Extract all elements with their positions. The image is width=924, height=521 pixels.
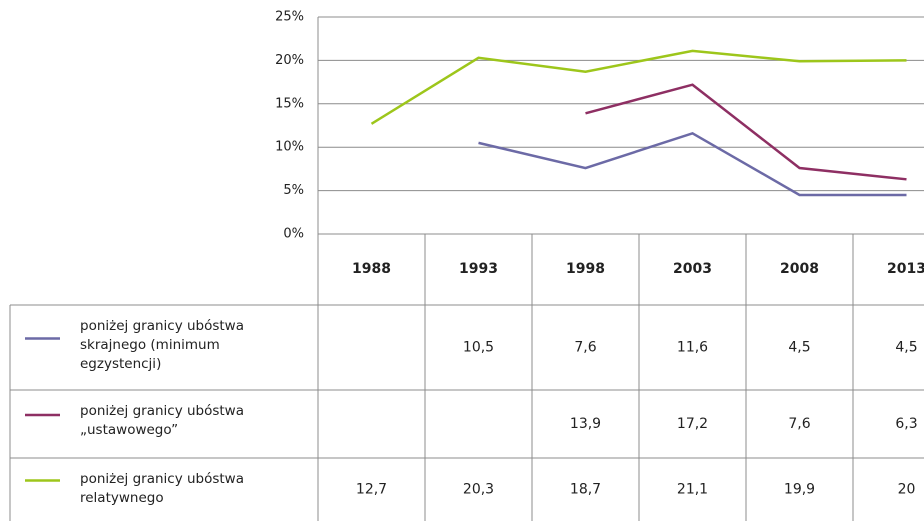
value-label: 7,6 — [574, 340, 596, 356]
value-label: 12,7 — [356, 482, 387, 498]
x-tick-label: 1988 — [352, 261, 391, 277]
value-label: 4,5 — [788, 340, 810, 356]
x-tick-label: 2013 — [887, 261, 924, 277]
value-label: 20,3 — [463, 482, 494, 498]
series-line — [585, 83, 907, 181]
value-label: 21,1 — [677, 482, 708, 498]
value-label: 4,5 — [895, 340, 917, 356]
value-label: 7,6 — [788, 416, 810, 432]
series-line — [370, 49, 907, 125]
series-line — [478, 131, 907, 197]
y-tick-label: 0% — [283, 227, 304, 242]
legend-label: poniżej granicy ubóstwa skrajnego (minim… — [80, 318, 244, 372]
y-tick-label: 10% — [275, 140, 304, 155]
legend-label: poniżej granicy ubóstwa relatywnego — [80, 471, 244, 506]
value-label: 11,6 — [677, 340, 708, 356]
x-tick-label: 2008 — [780, 261, 819, 277]
y-tick-label: 15% — [275, 96, 304, 111]
value-label: 19,9 — [784, 482, 815, 498]
value-label: 13,9 — [570, 416, 601, 432]
x-tick-label: 1998 — [566, 261, 605, 277]
value-label: 10,5 — [463, 340, 494, 356]
value-label: 6,3 — [895, 416, 917, 432]
value-label: 18,7 — [570, 482, 601, 498]
legend-label: poniżej granicy ubóstwa „ustawowego” — [80, 403, 244, 438]
x-tick-label: 2003 — [673, 261, 712, 277]
value-label: 17,2 — [677, 416, 708, 432]
y-tick-label: 5% — [283, 183, 304, 198]
y-tick-label: 20% — [275, 53, 304, 68]
value-label: 20 — [898, 482, 916, 498]
y-tick-label: 25% — [275, 10, 304, 25]
x-tick-label: 1993 — [459, 261, 498, 277]
